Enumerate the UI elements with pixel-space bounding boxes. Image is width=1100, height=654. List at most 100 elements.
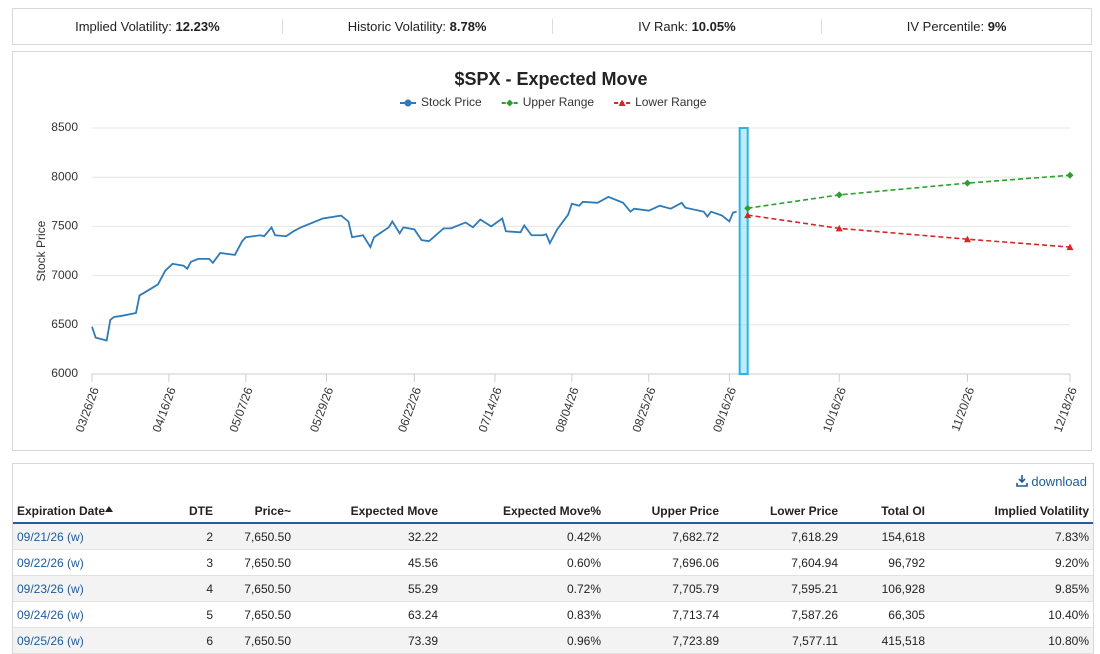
cell-text: 7,650.50	[244, 581, 291, 596]
table-cell: 0.83%	[442, 601, 605, 628]
x-tick-label: 09/16/26	[710, 385, 739, 434]
column-header[interactable]: DTE	[183, 500, 217, 524]
header-row: Expiration Date DTE Price~ Expected Move Exp…	[13, 500, 1093, 524]
cell-text: 7,587.26	[791, 607, 838, 622]
table-cell: 0.60%	[442, 549, 605, 576]
expiration-link[interactable]: 09/21/26 (w)	[17, 529, 84, 544]
x-tick-label: 05/07/26	[227, 385, 256, 434]
column-title[interactable]: DTE	[189, 504, 213, 518]
table-cell: 96,792	[842, 549, 929, 576]
column-header[interactable]: Expected Move	[295, 500, 442, 524]
table-cell: 09/23/26 (w)	[13, 575, 183, 602]
stat-label: Implied Volatility:	[75, 19, 172, 34]
stat-value: 10.05%	[691, 19, 736, 34]
x-tick-label: 03/26/26	[73, 385, 102, 434]
cell-text: 66,305	[888, 607, 925, 622]
cell-text: 9.20%	[1054, 555, 1089, 570]
table-row: 09/22/26 (w) 3 7,650.50 45.56 0.60% 7,696.06 7…	[13, 549, 1093, 576]
stats-bar: Implied Volatility: 12.23% Historic Volat…	[12, 8, 1092, 45]
y-axis-label: Stock Price	[34, 220, 48, 281]
stat: IV Percentile: 9%	[822, 19, 1091, 34]
column-header[interactable]: Lower Price	[723, 500, 842, 524]
point	[963, 235, 971, 243]
expiration-link[interactable]: 09/23/26 (w)	[17, 581, 84, 596]
column-header[interactable]: Expected Move%	[442, 500, 605, 524]
stat: IV Rank: 10.05%	[553, 19, 823, 34]
column-header[interactable]: Total OI	[842, 500, 929, 524]
cell-text: 9.85%	[1054, 581, 1089, 596]
download-icon	[1015, 475, 1028, 487]
cell-text: 0.96%	[566, 633, 601, 648]
expiration-link[interactable]: 09/25/26 (w)	[17, 633, 84, 648]
x-tick-label: 10/16/26	[820, 385, 849, 434]
legend-label[interactable]: Upper Range	[523, 95, 595, 109]
cell-text: 5	[206, 607, 213, 622]
column-header[interactable]: Implied Volatility	[929, 500, 1093, 524]
cell-text: 7,696.06	[672, 555, 719, 570]
download-text[interactable]: download	[1031, 474, 1087, 489]
table-row: 09/23/26 (w) 4 7,650.50 55.29 0.72% 7,705.79 7…	[13, 575, 1093, 602]
table-cell: 4	[183, 575, 217, 602]
table-cell: 7,705.79	[605, 575, 723, 602]
point	[963, 179, 971, 187]
download-link[interactable]: download	[1015, 474, 1087, 489]
table-cell: 32.22	[295, 523, 442, 550]
table-cell: 6	[183, 627, 217, 654]
x-tick-label: 08/25/26	[629, 385, 658, 434]
column-title[interactable]: Expected Move%	[502, 504, 601, 518]
legend-marker	[506, 99, 514, 107]
cell-text: 7,650.50	[244, 633, 291, 648]
column-header[interactable]: Expiration Date	[13, 500, 183, 524]
table-cell: 9.85%	[929, 575, 1093, 602]
cell-text: 7,650.50	[244, 607, 291, 622]
column-title[interactable]: Expected Move	[350, 504, 438, 518]
table-cell: 63.24	[295, 601, 442, 628]
cell-text: 7,713.74	[672, 607, 719, 622]
stat-label: IV Rank:	[638, 19, 688, 34]
table-cell: 73.39	[295, 627, 442, 654]
y-tick-label: 6500	[51, 317, 78, 331]
x-tick-label: 05/29/26	[307, 385, 336, 434]
column-title[interactable]: Expiration Date	[17, 504, 106, 518]
column-header[interactable]: Price~	[217, 500, 295, 524]
chart: $SPX - Expected Move Stock Price 6000 6500 7…	[34, 69, 1080, 434]
legend-label[interactable]: Lower Range	[635, 95, 707, 109]
column-title[interactable]: Price~	[254, 504, 291, 518]
y-tick-label: 6000	[51, 366, 78, 380]
column-header[interactable]: Upper Price	[605, 500, 723, 524]
table-cell: 9.20%	[929, 549, 1093, 576]
column-title[interactable]: Total OI	[881, 504, 925, 518]
table-row: 09/25/26 (w) 6 7,650.50 73.39 0.96% 7,723.89 7…	[13, 627, 1093, 654]
point	[1066, 171, 1074, 179]
series-line	[747, 214, 1071, 248]
y-tick-label: 8500	[51, 120, 78, 134]
table-cell: 7,696.06	[605, 549, 723, 576]
legend-label[interactable]: Stock Price	[421, 95, 482, 109]
table-panel: download Expiration Date DTE Price~ Expecte…	[12, 463, 1094, 654]
cell-text: 32.22	[407, 529, 438, 544]
table-cell: 5	[183, 601, 217, 628]
table-cell: 66,305	[842, 601, 929, 628]
table-cell: 7,604.94	[723, 549, 842, 576]
column-title[interactable]: Lower Price	[769, 504, 838, 518]
expiration-link[interactable]: 09/24/26 (w)	[17, 607, 84, 622]
cell-text: 6	[206, 633, 213, 648]
point	[744, 211, 752, 219]
cell-text: 0.60%	[566, 555, 601, 570]
legend-marker	[618, 99, 626, 106]
cell-text: 4	[206, 581, 213, 596]
series-line	[747, 174, 1071, 209]
column-title[interactable]: Upper Price	[651, 504, 719, 518]
cell-text: 7,705.79	[672, 581, 719, 596]
y-tick-label: 7500	[51, 219, 78, 233]
y-tick-label: 8000	[51, 169, 78, 183]
cell-text: 55.29	[407, 581, 438, 596]
cell-text: 0.72%	[566, 581, 601, 596]
cell-text: 2	[206, 529, 213, 544]
column-title[interactable]: Implied Volatility	[994, 504, 1089, 518]
cell-text: 415,518	[881, 633, 925, 648]
expiration-link[interactable]: 09/22/26 (w)	[17, 555, 84, 570]
table-cell: 09/25/26 (w)	[13, 627, 183, 654]
table-row: 09/21/26 (w) 2 7,650.50 32.22 0.42% 7,682.72 7…	[13, 523, 1093, 550]
stat-value: 8.78%	[449, 19, 487, 34]
